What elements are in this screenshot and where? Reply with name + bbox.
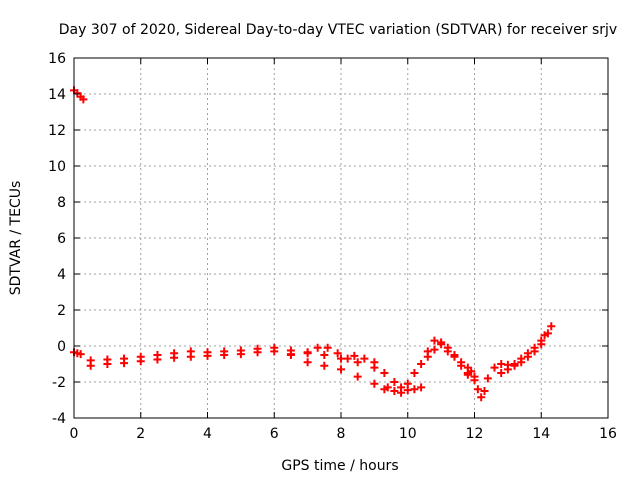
data-point xyxy=(353,372,362,381)
data-point xyxy=(423,347,432,356)
y-tick-label: -4 xyxy=(52,411,66,427)
x-tick-label: 16 xyxy=(599,426,617,442)
data-point xyxy=(450,352,459,361)
data-point xyxy=(430,336,439,345)
data-point xyxy=(410,385,419,394)
data-point xyxy=(430,345,439,354)
data-point xyxy=(170,353,179,362)
series-trend-upper xyxy=(86,343,379,372)
y-tick-label: 2 xyxy=(57,303,66,319)
y-axis-label: SDTVAR / TECUs xyxy=(8,181,24,296)
data-point xyxy=(457,358,466,367)
data-point xyxy=(337,365,345,374)
data-point xyxy=(320,351,329,359)
data-point xyxy=(540,331,549,340)
data-point xyxy=(203,351,212,360)
x-tick-label: 14 xyxy=(532,426,550,442)
data-point xyxy=(323,343,332,352)
data-point xyxy=(403,386,412,395)
data-point xyxy=(370,358,379,367)
data-point xyxy=(186,352,195,361)
series-trend-lower xyxy=(86,347,389,394)
data-point xyxy=(417,383,426,392)
y-tick-label: 10 xyxy=(48,159,66,175)
data-point xyxy=(103,360,112,368)
x-tick-label: 6 xyxy=(270,426,279,442)
y-tick-label: 0 xyxy=(57,339,66,355)
data-point xyxy=(79,95,88,104)
y-tick-label: 14 xyxy=(48,87,66,103)
x-axis-label: GPS time / hours xyxy=(281,458,398,474)
data-point xyxy=(477,393,486,402)
series-early-spike xyxy=(70,86,88,104)
data-point xyxy=(236,350,245,359)
x-tick-label: 10 xyxy=(399,426,417,442)
x-tick-label: 0 xyxy=(70,426,79,442)
data-point xyxy=(517,354,526,363)
data-point xyxy=(443,347,452,356)
chart-title: Day 307 of 2020, Sidereal Day-to-day VTE… xyxy=(59,22,617,38)
y-tick-label: 4 xyxy=(57,267,66,283)
data-point xyxy=(437,340,446,349)
data-point xyxy=(360,354,369,363)
series-right-side-lower xyxy=(497,331,549,377)
data-point xyxy=(417,360,426,368)
data-point xyxy=(510,360,519,368)
data-point xyxy=(390,387,399,395)
data-point xyxy=(410,369,419,377)
data-point xyxy=(303,358,312,367)
data-point xyxy=(490,363,499,372)
data-point xyxy=(153,355,162,364)
data-point xyxy=(253,348,262,357)
data-point xyxy=(337,354,345,363)
data-point xyxy=(320,361,329,370)
x-tick-label: 12 xyxy=(466,426,484,442)
data-point xyxy=(390,378,399,386)
data-point xyxy=(547,322,556,331)
data-point xyxy=(86,361,95,370)
series-lower-wiggle xyxy=(383,383,426,397)
x-tick-label: 2 xyxy=(136,426,145,442)
data-point xyxy=(353,358,362,367)
data-point xyxy=(523,349,532,358)
grid xyxy=(74,58,608,418)
data-point xyxy=(470,376,479,385)
data-point xyxy=(136,357,145,366)
data-point xyxy=(333,349,342,358)
data-point xyxy=(483,374,492,383)
data-point xyxy=(480,387,489,395)
data-point xyxy=(397,388,406,397)
series-early-drop xyxy=(70,348,85,359)
data-point xyxy=(303,349,312,358)
x-tick-label: 4 xyxy=(203,426,212,442)
y-tick-label: 8 xyxy=(57,195,66,211)
y-tick-label: 6 xyxy=(57,231,66,247)
data-point xyxy=(350,351,359,360)
data-point xyxy=(383,383,392,392)
data-point xyxy=(497,369,506,377)
data-layer xyxy=(70,86,556,402)
y-tick-label: 12 xyxy=(48,123,66,139)
data-point xyxy=(370,379,379,388)
data-point xyxy=(313,343,322,352)
axis-ticks: 0 2 4 6 8 10 12 14 16 -4 -2 0 2 4 6 8 10 12 14 16 xyxy=(48,51,617,442)
data-point xyxy=(286,351,295,359)
data-point xyxy=(380,369,389,377)
data-point xyxy=(463,369,472,377)
data-point xyxy=(76,350,85,359)
data-point xyxy=(270,347,279,356)
data-point xyxy=(530,343,539,352)
data-point xyxy=(473,385,482,394)
y-tick-label: 16 xyxy=(48,51,66,67)
y-tick-label: -2 xyxy=(52,375,66,391)
data-point xyxy=(537,336,546,345)
data-point xyxy=(503,365,512,374)
data-point xyxy=(497,360,506,368)
x-tick-label: 8 xyxy=(337,426,346,442)
data-point xyxy=(220,351,229,359)
data-point xyxy=(120,359,129,368)
data-point xyxy=(343,354,352,363)
